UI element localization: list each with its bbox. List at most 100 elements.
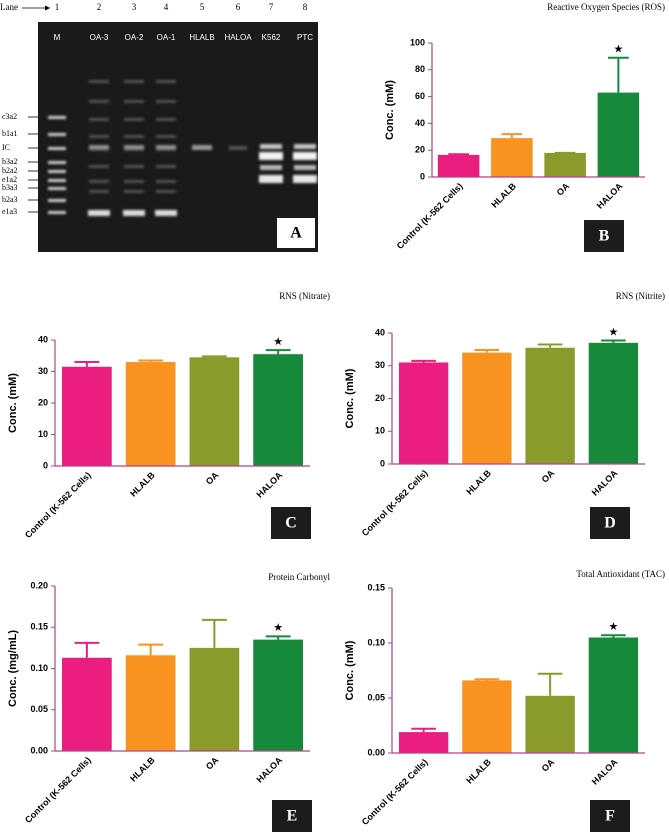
bar: [253, 639, 303, 751]
y-tick-label: 0.15: [30, 622, 48, 632]
gel-band: [48, 199, 66, 202]
x-tick-label: Control (K-562 Cells): [395, 181, 465, 251]
x-tick-label: HALOA: [255, 755, 285, 785]
gel-image: [38, 22, 318, 252]
gel-band: [124, 118, 144, 121]
lane-label: HLALB: [189, 33, 214, 42]
x-tick-label: Control (K-562 Cells): [23, 755, 93, 825]
lane-label: M: [54, 33, 61, 42]
bar: [398, 362, 449, 464]
y-tick-label: 0.05: [367, 692, 385, 702]
gel-band: [89, 145, 109, 149]
lane-number: 6: [236, 2, 241, 12]
y-tick-label: 0.15: [367, 582, 385, 592]
gel-band: [89, 80, 109, 83]
bar: [125, 362, 176, 466]
gel-band: [48, 187, 66, 190]
panel-letter: E: [287, 808, 298, 825]
y-axis-label: Conc. (mM): [344, 368, 356, 428]
gel-band: [124, 135, 144, 138]
gel-band: [124, 180, 144, 183]
gel-band: [156, 145, 176, 149]
x-tick-label: HLALB: [128, 755, 157, 784]
panel-letter: D: [604, 515, 616, 532]
gel-band: [88, 210, 110, 216]
gel-band: [156, 190, 176, 193]
x-tick-label: HLALB: [464, 468, 493, 497]
x-tick-label: HALOA: [590, 468, 620, 498]
chart-title: Total Antioxidant (TAC): [576, 569, 665, 579]
gel-band: [156, 100, 176, 103]
gel-band: [48, 179, 66, 182]
panel-letter: F: [605, 808, 615, 825]
annotation: ★: [273, 336, 283, 348]
bar: [525, 347, 575, 464]
y-tick-label: 20: [415, 145, 425, 155]
gel-band: [89, 118, 109, 121]
band-label: b3a2: [2, 157, 18, 166]
y-tick-label: 0.00: [367, 747, 385, 757]
band-label: b2a2: [2, 166, 18, 175]
gel-band: [156, 135, 176, 138]
chart-title: Protein Carbonyl: [268, 572, 330, 582]
x-tick-label: Control (K-562 Cells): [360, 757, 430, 827]
gel-band: [259, 175, 283, 183]
lane-number: 8: [303, 2, 308, 12]
bar: [491, 138, 533, 177]
gel-band: [156, 118, 176, 121]
gel-band: [155, 210, 177, 216]
gel-band: [124, 80, 144, 83]
gel-band: [259, 152, 283, 160]
x-tick-label: HALOA: [255, 470, 285, 500]
annotation: ★: [613, 44, 623, 56]
gel-band: [124, 100, 144, 103]
annotation: ★: [608, 326, 618, 338]
bar: [544, 152, 586, 177]
band-label: b3a3: [2, 183, 18, 192]
bar: [437, 154, 480, 177]
bar: [525, 695, 575, 753]
panel-box: [590, 800, 630, 832]
x-tick-label: HLALB: [464, 757, 493, 786]
gel-band: [89, 100, 109, 103]
bar: [62, 657, 112, 751]
gel-band: [294, 165, 316, 170]
y-tick-label: 20: [38, 397, 48, 407]
x-tick-label: HALOA: [595, 181, 625, 211]
gel-band: [48, 211, 66, 214]
lane-label: OA-3: [90, 33, 109, 42]
x-tick-label: HLALB: [128, 470, 157, 499]
panel-letter: A: [290, 225, 302, 242]
lane-number: 7: [269, 2, 274, 12]
bar: [462, 352, 512, 464]
annotation: ★: [608, 621, 618, 633]
y-axis-label: Conc. (mM): [384, 80, 396, 140]
gel-band: [260, 144, 282, 149]
gel-band: [156, 148, 176, 151]
lane-label: OA-1: [157, 33, 176, 42]
gel-band: [156, 180, 176, 183]
panel-box: [272, 800, 312, 832]
y-tick-label: 0: [380, 458, 385, 468]
lane-number: 4: [164, 2, 169, 12]
x-tick-label: OA: [540, 468, 557, 485]
bar: [189, 647, 240, 751]
chart-title: Reactive Oxygen Species (ROS): [547, 2, 665, 12]
lane-number: 3: [132, 2, 137, 12]
gel-band: [48, 116, 66, 119]
y-tick-label: 20: [375, 393, 385, 403]
gel-bands: [48, 80, 317, 216]
gel-band: [124, 145, 144, 149]
bar: [588, 637, 639, 753]
chart-title: RNS (Nitrate): [279, 291, 330, 301]
y-tick-label: 0: [420, 171, 425, 181]
panel-box: [584, 220, 624, 252]
gel-band: [124, 190, 144, 193]
band-label: e1a2: [2, 175, 17, 184]
x-tick-label: HALOA: [590, 757, 620, 787]
gel-band: [156, 165, 176, 168]
x-tick-label: OA: [555, 181, 572, 198]
annotation: ★: [273, 622, 283, 634]
bar: [189, 357, 240, 466]
